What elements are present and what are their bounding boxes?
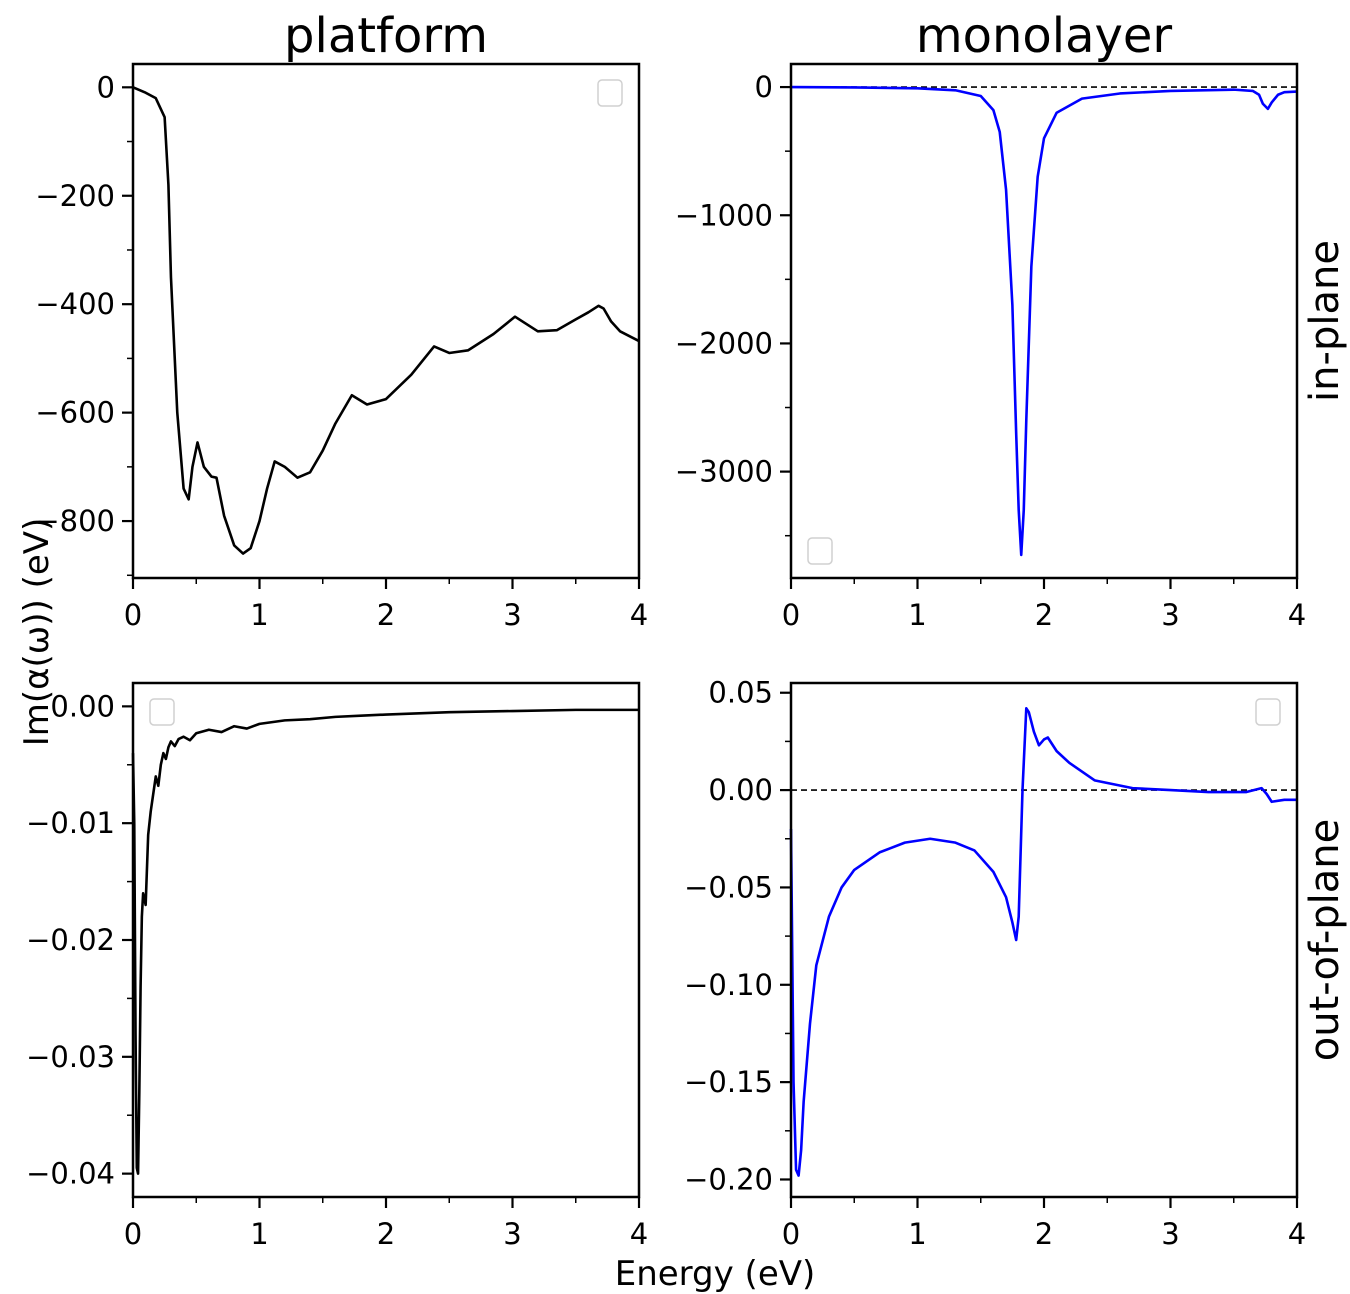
y-tick-label: −200	[35, 179, 115, 213]
x-tick-label: 3	[503, 1217, 521, 1251]
x-tick-label: 4	[630, 1217, 648, 1251]
y-tick-label: −0.20	[684, 1162, 773, 1196]
y-tick-label: 0.00	[50, 689, 115, 723]
legend-box	[807, 537, 833, 565]
panel-monolayer-out-of-plane: 0 1 2 3 4 0.05 0.00 −0.05 −0.10 −0.15 −0.20	[684, 676, 1306, 1251]
y-tick-label: −0.05	[684, 870, 773, 904]
y-tick-label: 0	[97, 70, 115, 104]
y-tick-label: −2000	[675, 326, 773, 360]
x-tick-label: 1	[908, 1217, 926, 1251]
y-tick-label: 0.05	[708, 676, 773, 710]
x-tick-label: 1	[250, 598, 268, 632]
y-tick-label: −0.15	[684, 1065, 773, 1099]
x-tick-label: 2	[377, 1217, 395, 1251]
x-axis-label: Energy (eV)	[615, 1254, 816, 1294]
y-tick-label: −800	[35, 504, 115, 538]
x-tick-label: 3	[1161, 598, 1179, 632]
y-tick-label: −0.02	[26, 923, 115, 957]
series-line	[132, 86, 640, 555]
x-tick-label: 1	[250, 1217, 268, 1251]
row-label-out-of-plane: out-of-plane	[1302, 819, 1348, 1061]
row-label-in-plane: in-plane	[1302, 240, 1348, 402]
x-tick-label: 3	[1161, 1217, 1179, 1251]
y-tick-label: −3000	[675, 455, 773, 489]
panel-platform-out-of-plane: 0 1 2 3 4 0.00 −0.01 −0.02 −0.03 −0.04	[26, 681, 648, 1251]
x-tick-label: 4	[630, 598, 648, 632]
y-axis-label: Im(α(ω)) (eV)	[17, 518, 57, 747]
y-tick-label: 0	[755, 70, 773, 104]
legend-box	[1255, 698, 1281, 726]
x-tick-label: 0	[124, 598, 142, 632]
x-tick-label: 3	[503, 598, 521, 632]
series-line	[789, 707, 1297, 1177]
panels: 0 1 2 3 4 0 −200 −400 −600 −800 0 1 2 3 4 0 −1000 −2000 −3…	[26, 62, 1306, 1251]
y-tick-label: −0.04	[26, 1157, 115, 1191]
legend-box	[149, 698, 175, 726]
y-tick-label: −0.10	[684, 968, 773, 1002]
panel-platform-in-plane: 0 1 2 3 4 0 −200 −400 −600 −800	[35, 62, 648, 632]
x-tick-label: 0	[124, 1217, 142, 1251]
y-tick-label: −600	[35, 396, 115, 430]
x-tick-label: 0	[782, 598, 800, 632]
y-tick-label: −0.03	[26, 1040, 115, 1074]
legend-box	[597, 79, 623, 107]
x-tick-label: 2	[377, 598, 395, 632]
column-title-platform: platform	[284, 8, 488, 64]
y-tick-label: −0.01	[26, 806, 115, 840]
y-tick-label: −400	[35, 287, 115, 321]
axes-frame	[789, 681, 1299, 1199]
x-tick-label: 1	[908, 598, 926, 632]
axes-frame	[131, 681, 641, 1199]
series-line	[790, 85, 1298, 557]
x-tick-label: 0	[782, 1217, 800, 1251]
column-title-monolayer: monolayer	[916, 8, 1173, 64]
axes-frame	[131, 62, 641, 580]
x-tick-label: 4	[1288, 598, 1306, 632]
series-line	[131, 708, 639, 1175]
x-tick-label: 2	[1035, 1217, 1053, 1251]
panel-monolayer-in-plane: 0 1 2 3 4 0 −1000 −2000 −3000	[675, 62, 1306, 632]
x-tick-label: 4	[1288, 1217, 1306, 1251]
y-tick-label: −1000	[675, 198, 773, 232]
y-tick-label: 0.00	[708, 773, 773, 807]
x-tick-label: 2	[1035, 598, 1053, 632]
